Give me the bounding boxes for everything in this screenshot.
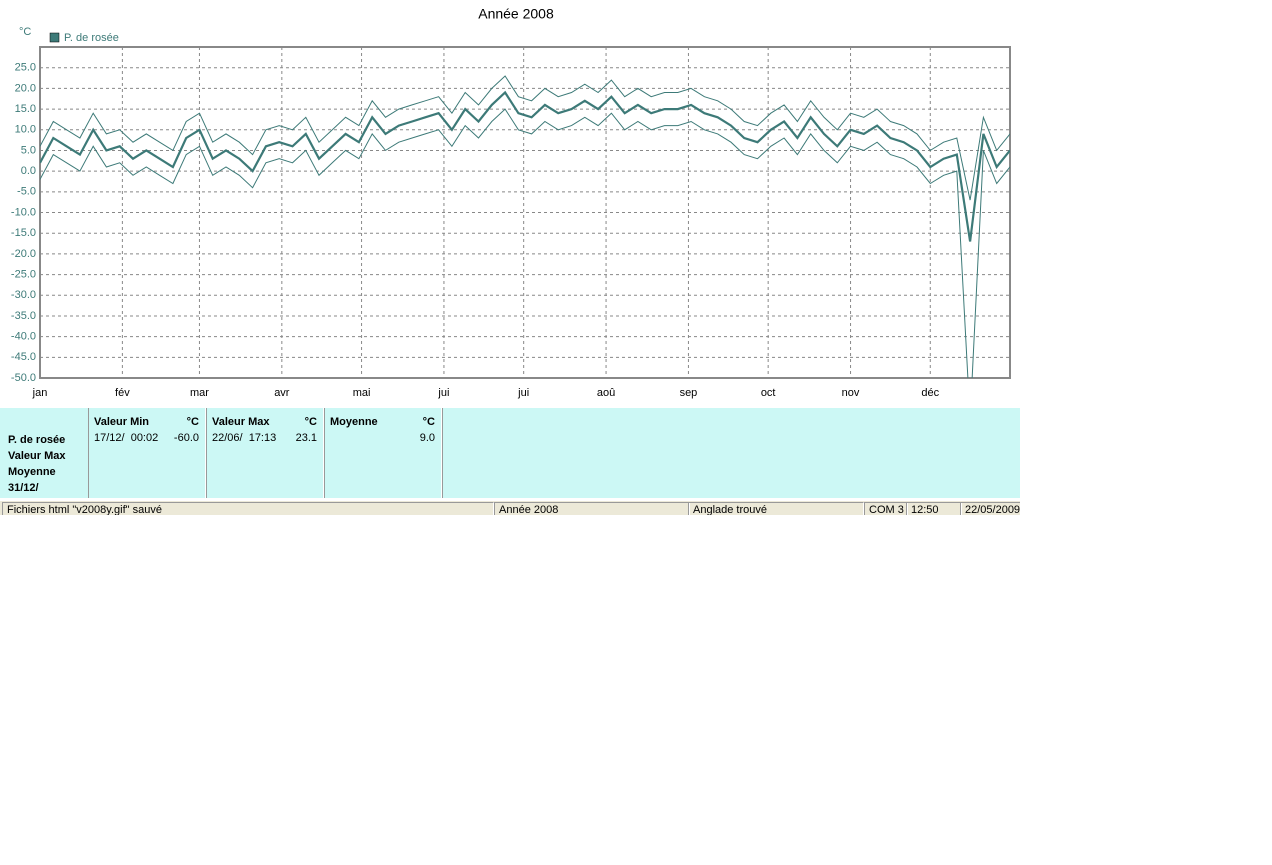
x-tick-label: mai xyxy=(353,387,371,399)
column-unit: °C xyxy=(304,416,317,428)
column-value: 23.1 xyxy=(295,432,317,444)
y-tick-label: -10.0 xyxy=(11,206,36,218)
x-tick-label: jui xyxy=(437,387,449,399)
chart: Année 2008 °C 25.0 20.0 15.0 10.0 5.0 0.0 -5.0… xyxy=(11,6,1011,399)
y-tick-label: -35.0 xyxy=(11,310,36,322)
column-date: 22/06/ 17:13 xyxy=(212,432,277,444)
stats-label: P. de rosée xyxy=(8,434,66,446)
y-tick-label: -5.0 xyxy=(17,186,36,198)
stats-label: Moyenne xyxy=(8,466,56,478)
y-tick-label: -25.0 xyxy=(11,268,36,280)
status-field: 22/05/2009 xyxy=(960,502,1020,515)
column-value: -60.0 xyxy=(173,432,199,444)
series-line xyxy=(40,90,1010,242)
column-header: Valeur Max xyxy=(212,416,270,428)
legend-label: P. de rosée xyxy=(64,32,119,44)
column-unit: °C xyxy=(422,416,435,428)
stats-labels: P. de rosée Valeur Max Moyenne 31/12/ xyxy=(8,432,65,496)
series-line xyxy=(40,108,1010,378)
stats-column: Valeur Max °C 22/06/ 17:13 23.1 xyxy=(206,408,324,498)
y-tick-label: 15.0 xyxy=(15,103,36,115)
series-line xyxy=(40,75,1010,201)
y-tick-label: 5.0 xyxy=(21,144,36,156)
y-tick-label: 10.0 xyxy=(15,124,36,136)
x-tick-label: sep xyxy=(680,387,698,399)
x-tick-label: aoû xyxy=(597,387,615,399)
stats-column: Moyenne °C 9.0 xyxy=(324,408,442,498)
y-tick-label: -15.0 xyxy=(11,227,36,239)
x-tick-label: jan xyxy=(32,387,48,399)
y-tick-label: -40.0 xyxy=(11,331,36,343)
status-field: Année 2008 xyxy=(494,502,690,515)
y-tick-label: -50.0 xyxy=(11,372,36,384)
status-field: 12:50 xyxy=(906,502,962,515)
status-bar: Fichiers html "v2008y.gif" sauvé Année 20… xyxy=(0,501,1020,515)
x-tick-label: fév xyxy=(115,387,130,399)
column-header: Valeur Min xyxy=(94,416,150,428)
plot-lines xyxy=(40,75,1010,378)
status-field: COM 3 xyxy=(864,502,908,515)
stats-column: Valeur Min °C 17/12/ 00:02 -60.0 xyxy=(88,408,206,498)
y-unit: °C xyxy=(19,26,31,38)
stats-panel: P. de rosée Valeur Max Moyenne 31/12/ Va… xyxy=(0,408,1020,498)
x-tick-label: avr xyxy=(274,387,290,399)
column-header: Moyenne xyxy=(330,416,378,428)
x-tick-label: oct xyxy=(761,387,776,399)
x-tick-label: nov xyxy=(842,387,860,399)
y-tick-label: 20.0 xyxy=(15,82,36,94)
column-unit: °C xyxy=(186,416,199,428)
y-tick-label: 25.0 xyxy=(15,62,36,74)
y-tick-label: 0.0 xyxy=(21,165,36,177)
x-tick-label: jui xyxy=(517,387,529,399)
legend-swatch xyxy=(49,32,60,43)
column-value: 9.0 xyxy=(419,432,435,444)
y-tick-label: -45.0 xyxy=(11,351,36,363)
status-field: Fichiers html "v2008y.gif" sauvé xyxy=(2,502,494,515)
status-field: Anglade trouvé xyxy=(688,502,864,515)
y-tick-label: -30.0 xyxy=(11,289,36,301)
panel-divider xyxy=(442,408,443,498)
column-date: 17/12/ 00:02 xyxy=(94,432,159,444)
x-tick-label: mar xyxy=(190,387,209,399)
stats-label: Valeur Max xyxy=(8,450,66,462)
plot-frame xyxy=(39,46,1011,379)
chart-title: Année 2008 xyxy=(478,6,554,22)
stats-label: 31/12/ xyxy=(8,482,39,494)
y-tick-label: -20.0 xyxy=(11,248,36,260)
x-tick-label: déc xyxy=(921,387,939,399)
